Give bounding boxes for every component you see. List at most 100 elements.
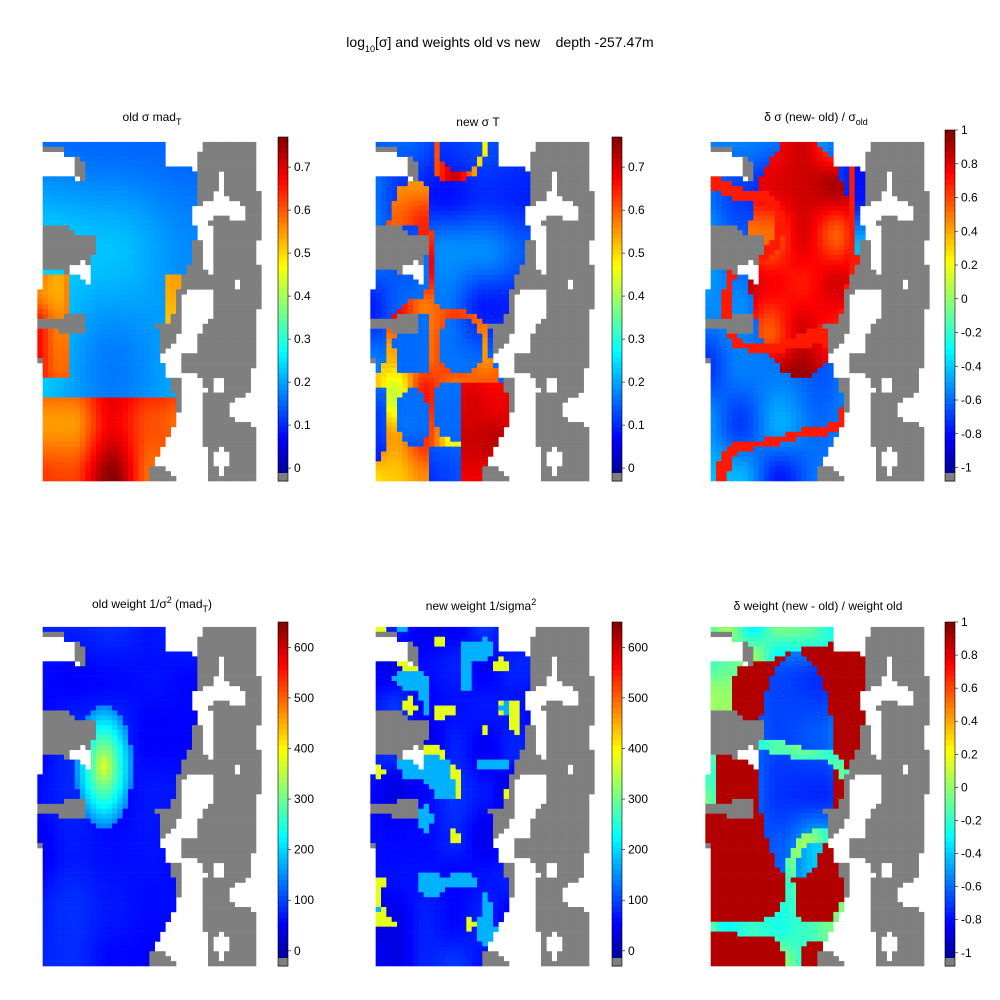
heatmap-cell xyxy=(487,353,494,359)
heatmap-cell xyxy=(402,274,408,280)
heatmap-cell xyxy=(471,215,478,221)
heatmap-cell xyxy=(514,259,520,266)
heatmap-cell xyxy=(53,235,59,241)
heatmap-cell xyxy=(112,156,118,162)
heatmap-cell xyxy=(450,417,456,423)
heatmap-cell xyxy=(80,402,86,408)
heatmap-cell xyxy=(170,279,177,285)
heatmap-cell xyxy=(117,313,123,320)
heatmap-cell xyxy=(370,343,376,349)
heatmap-cell xyxy=(42,299,49,305)
heatmap-cell xyxy=(256,289,262,295)
heatmap-cell xyxy=(106,358,113,364)
heatmap-cell xyxy=(429,289,435,295)
heatmap-cell xyxy=(482,471,488,477)
heatmap-cell xyxy=(256,235,262,241)
heatmap-cell xyxy=(42,220,49,226)
heatmap-cell xyxy=(128,328,134,334)
heatmap-cell xyxy=(90,309,97,315)
heatmap-cell xyxy=(450,476,456,482)
heatmap-cell xyxy=(74,451,81,457)
heatmap-cell xyxy=(423,309,430,315)
heatmap-cell xyxy=(583,205,590,212)
heatmap-cell xyxy=(74,476,81,482)
heatmap-cell xyxy=(101,363,107,369)
heatmap-cell xyxy=(487,309,494,315)
heatmap-cell xyxy=(445,141,451,148)
heatmap-cell xyxy=(509,215,515,221)
heatmap-cell xyxy=(461,441,467,447)
heatmap-cell xyxy=(85,431,91,438)
heatmap-cell xyxy=(96,235,102,241)
heatmap-cell xyxy=(165,382,171,388)
heatmap-cell xyxy=(573,254,579,261)
heatmap-cell xyxy=(149,412,155,418)
heatmap-cell xyxy=(375,191,382,197)
heatmap-cell xyxy=(375,230,382,236)
heatmap-cell xyxy=(509,225,515,231)
heatmap-cell xyxy=(96,279,102,285)
heatmap-cell xyxy=(429,422,435,428)
heatmap-cell xyxy=(181,171,187,177)
heatmap-cell xyxy=(450,254,456,261)
heatmap-cell xyxy=(149,441,155,447)
heatmap-cell xyxy=(391,235,398,241)
heatmap-cell xyxy=(128,461,134,467)
heatmap-cell xyxy=(213,279,219,285)
heatmap-cell xyxy=(224,259,230,266)
heatmap-cell xyxy=(58,240,65,246)
heatmap-cell xyxy=(471,422,478,428)
colorbar-segment xyxy=(278,147,288,154)
heatmap-cell xyxy=(519,274,526,280)
heatmap-cell xyxy=(487,210,494,216)
heatmap-cell xyxy=(133,166,139,172)
heatmap-cell xyxy=(503,279,510,285)
heatmap-cell xyxy=(509,250,515,256)
heatmap-cell xyxy=(218,417,225,423)
heatmap-cell xyxy=(80,397,86,403)
heatmap-cell xyxy=(90,274,97,280)
heatmap-cell xyxy=(165,407,171,413)
heatmap-cell xyxy=(381,431,387,438)
heatmap-cell xyxy=(397,220,403,226)
heatmap-cell xyxy=(165,205,171,212)
heatmap-cell xyxy=(514,205,520,212)
heatmap-cell xyxy=(413,220,419,226)
heatmap-cell xyxy=(386,446,392,452)
heatmap-cell xyxy=(423,141,430,148)
heatmap-cell xyxy=(192,259,198,266)
heatmap-cell xyxy=(128,220,134,226)
heatmap-cell xyxy=(213,220,219,226)
heatmap-cell xyxy=(567,372,574,379)
heatmap-cell xyxy=(122,392,129,398)
heatmap-cell xyxy=(229,436,235,442)
heatmap-cell xyxy=(176,205,182,212)
heatmap-cell xyxy=(160,382,166,388)
heatmap-cell xyxy=(445,191,451,197)
heatmap-cell xyxy=(567,318,574,325)
colorbar-segment xyxy=(612,346,622,353)
heatmap-cell xyxy=(445,240,451,246)
heatmap-cell xyxy=(567,250,574,256)
heatmap-cell xyxy=(224,215,230,221)
heatmap-cell xyxy=(144,220,150,226)
heatmap-cell xyxy=(461,176,467,182)
heatmap-cell xyxy=(503,230,510,236)
heatmap-cell xyxy=(423,422,430,428)
heatmap-cell xyxy=(144,446,150,452)
heatmap-cell xyxy=(573,367,579,374)
heatmap-cell xyxy=(117,146,123,153)
heatmap-cell xyxy=(477,363,483,369)
heatmap-cell xyxy=(208,171,214,177)
heatmap-cell xyxy=(551,358,558,364)
heatmap-cell xyxy=(122,161,129,167)
heatmap-cell xyxy=(423,166,430,172)
heatmap-cell xyxy=(477,304,483,310)
heatmap-cell xyxy=(498,294,504,300)
heatmap-cell xyxy=(149,210,155,216)
heatmap-cell xyxy=(202,171,209,177)
heatmap-cell xyxy=(154,225,161,231)
heatmap-cell xyxy=(138,269,145,275)
heatmap-cell xyxy=(74,259,81,266)
heatmap-cell xyxy=(170,220,177,226)
